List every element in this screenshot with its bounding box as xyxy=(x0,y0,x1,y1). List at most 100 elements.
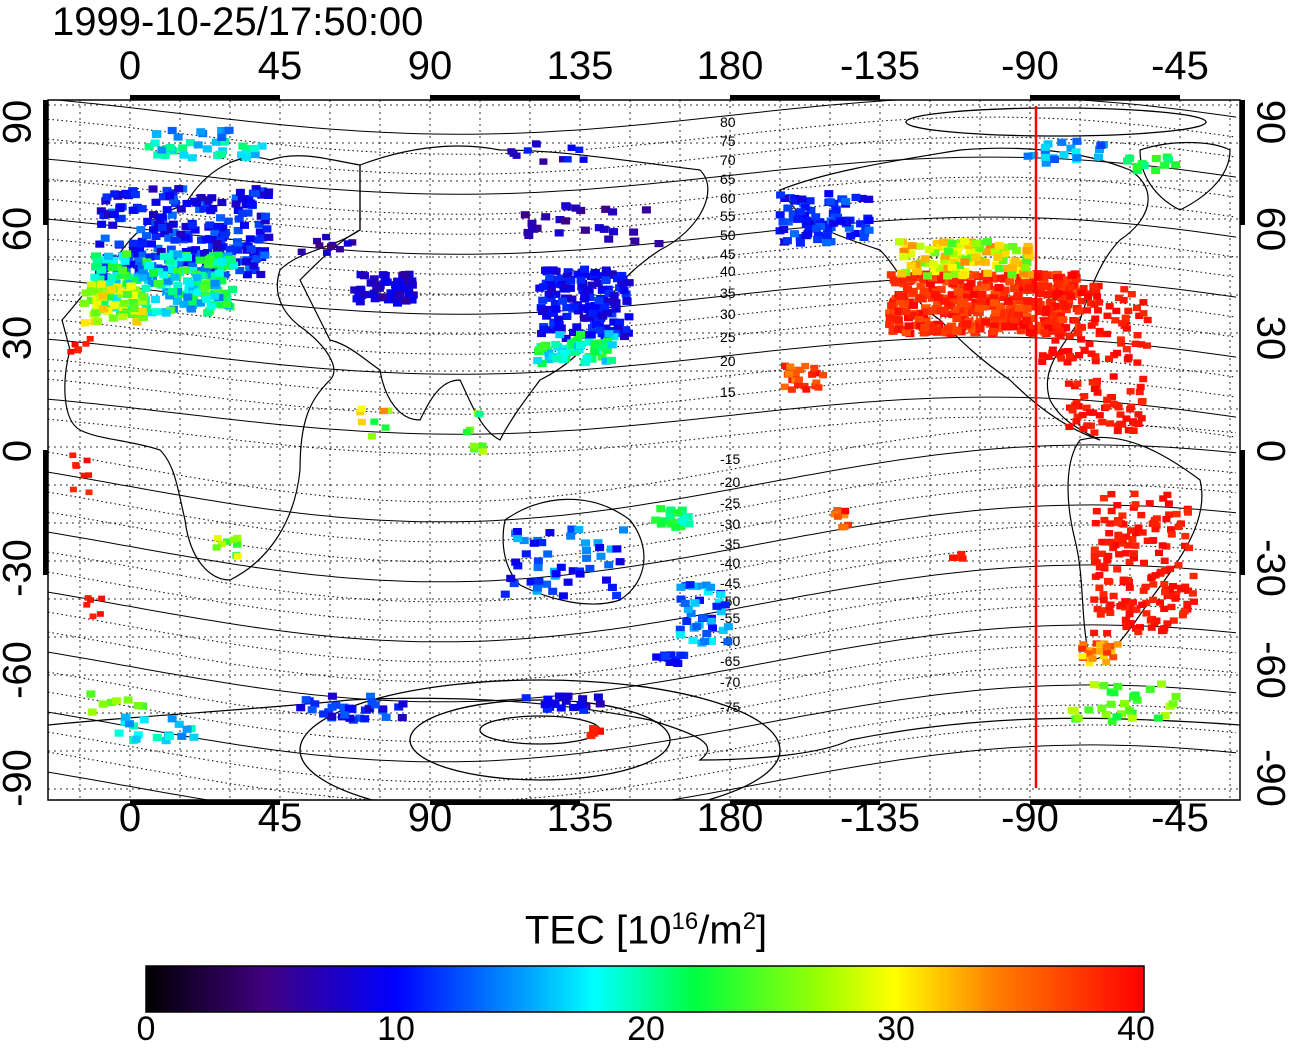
tec-point xyxy=(666,506,676,514)
tec-point xyxy=(527,225,537,233)
tec-point xyxy=(1019,270,1029,278)
tec-point xyxy=(1120,286,1129,293)
tec-point xyxy=(1092,508,1101,515)
tec-point xyxy=(1024,251,1034,259)
tec-point xyxy=(805,197,815,205)
tec-point xyxy=(685,581,695,589)
tec-point xyxy=(176,230,186,238)
tec-point xyxy=(1163,491,1172,499)
tec-point xyxy=(1171,161,1181,169)
tec-point xyxy=(1128,427,1137,434)
tec-point xyxy=(718,626,728,634)
tec-point xyxy=(191,270,201,278)
tec-point xyxy=(1042,305,1051,313)
tec-point xyxy=(1092,287,1101,295)
tec-point xyxy=(1139,587,1148,594)
tec-point xyxy=(612,545,622,553)
tec-point xyxy=(815,218,825,226)
tec-point xyxy=(119,303,128,311)
tec-point xyxy=(173,250,183,258)
tec-point xyxy=(919,287,929,295)
tec-point xyxy=(947,263,957,272)
tec-point xyxy=(193,141,203,149)
tec-point xyxy=(541,266,550,274)
tec-point xyxy=(1072,400,1081,407)
tec-point xyxy=(182,725,192,733)
left-tick-label: 90 xyxy=(0,99,40,145)
tec-point xyxy=(1059,348,1068,355)
tec-point xyxy=(558,297,567,305)
contour-label: 40 xyxy=(720,263,736,279)
left-tick-label: 0 xyxy=(0,440,41,462)
tec-point xyxy=(1109,653,1118,661)
tec-point xyxy=(264,233,274,241)
tec-point xyxy=(551,570,561,578)
tec-point xyxy=(1107,717,1117,725)
tec-point xyxy=(545,273,555,282)
polar-contour xyxy=(409,699,671,781)
tec-point xyxy=(1091,357,1100,365)
colorbar-tick-label: 20 xyxy=(627,1010,665,1048)
tec-point xyxy=(1164,500,1173,507)
contour-label: 80 xyxy=(720,114,736,130)
tec-point xyxy=(615,318,625,326)
tec-point xyxy=(120,257,130,265)
tec-point xyxy=(1150,619,1159,627)
tec-point xyxy=(1094,282,1103,290)
tec-point xyxy=(601,339,611,347)
tec-point xyxy=(224,262,234,270)
plot-frame xyxy=(47,99,1241,801)
contour-label: 50 xyxy=(720,227,736,243)
tec-point xyxy=(836,217,846,225)
tec-point xyxy=(675,625,685,633)
tec-point xyxy=(81,289,91,297)
tec-point xyxy=(1151,154,1161,163)
tec-point xyxy=(568,567,578,575)
tec-point xyxy=(1137,511,1146,519)
tec-point xyxy=(523,147,532,154)
tec-point xyxy=(676,583,686,591)
greenland-coast xyxy=(1139,141,1231,211)
tec-point xyxy=(1124,307,1133,315)
tec-point xyxy=(619,286,629,295)
tec-point xyxy=(107,264,117,272)
tec-point xyxy=(700,637,710,645)
tec-point xyxy=(604,561,614,569)
tec-point xyxy=(469,442,478,450)
tec-point xyxy=(165,144,175,152)
tec-point xyxy=(1148,537,1157,544)
tec-point xyxy=(1053,280,1063,288)
tec-point xyxy=(1001,308,1011,317)
tec-point xyxy=(1074,307,1084,315)
tec-point xyxy=(923,272,932,280)
tec-point xyxy=(921,304,930,312)
tec-point xyxy=(213,222,223,231)
tec-point xyxy=(609,228,618,236)
tec-point xyxy=(559,349,569,358)
tec-point xyxy=(723,638,733,646)
map-title: 1999-10-25/17:50:00 xyxy=(52,0,424,44)
tec-point xyxy=(187,154,197,162)
tec-point xyxy=(1103,649,1112,656)
tec-point xyxy=(1090,552,1099,560)
tec-point xyxy=(899,253,909,261)
tec-point xyxy=(594,297,604,305)
tec-point xyxy=(573,270,583,278)
bottom-tick-label: 180 xyxy=(696,796,764,840)
tec-point xyxy=(624,279,634,287)
tec-point xyxy=(682,617,692,625)
tec-point xyxy=(677,518,687,526)
tec-point xyxy=(1121,598,1130,605)
tec-point xyxy=(217,264,227,272)
tec-point xyxy=(223,538,232,545)
tec-point xyxy=(554,315,563,323)
tec-point xyxy=(566,277,576,285)
tec-point xyxy=(684,520,694,528)
tec-point xyxy=(571,337,581,345)
tec-point xyxy=(1111,541,1120,549)
tec-point xyxy=(1142,599,1151,607)
tec-point xyxy=(1103,330,1112,338)
bottom-tick-label: -45 xyxy=(1151,796,1209,840)
tec-point xyxy=(601,276,611,285)
tec-point xyxy=(1063,359,1072,366)
